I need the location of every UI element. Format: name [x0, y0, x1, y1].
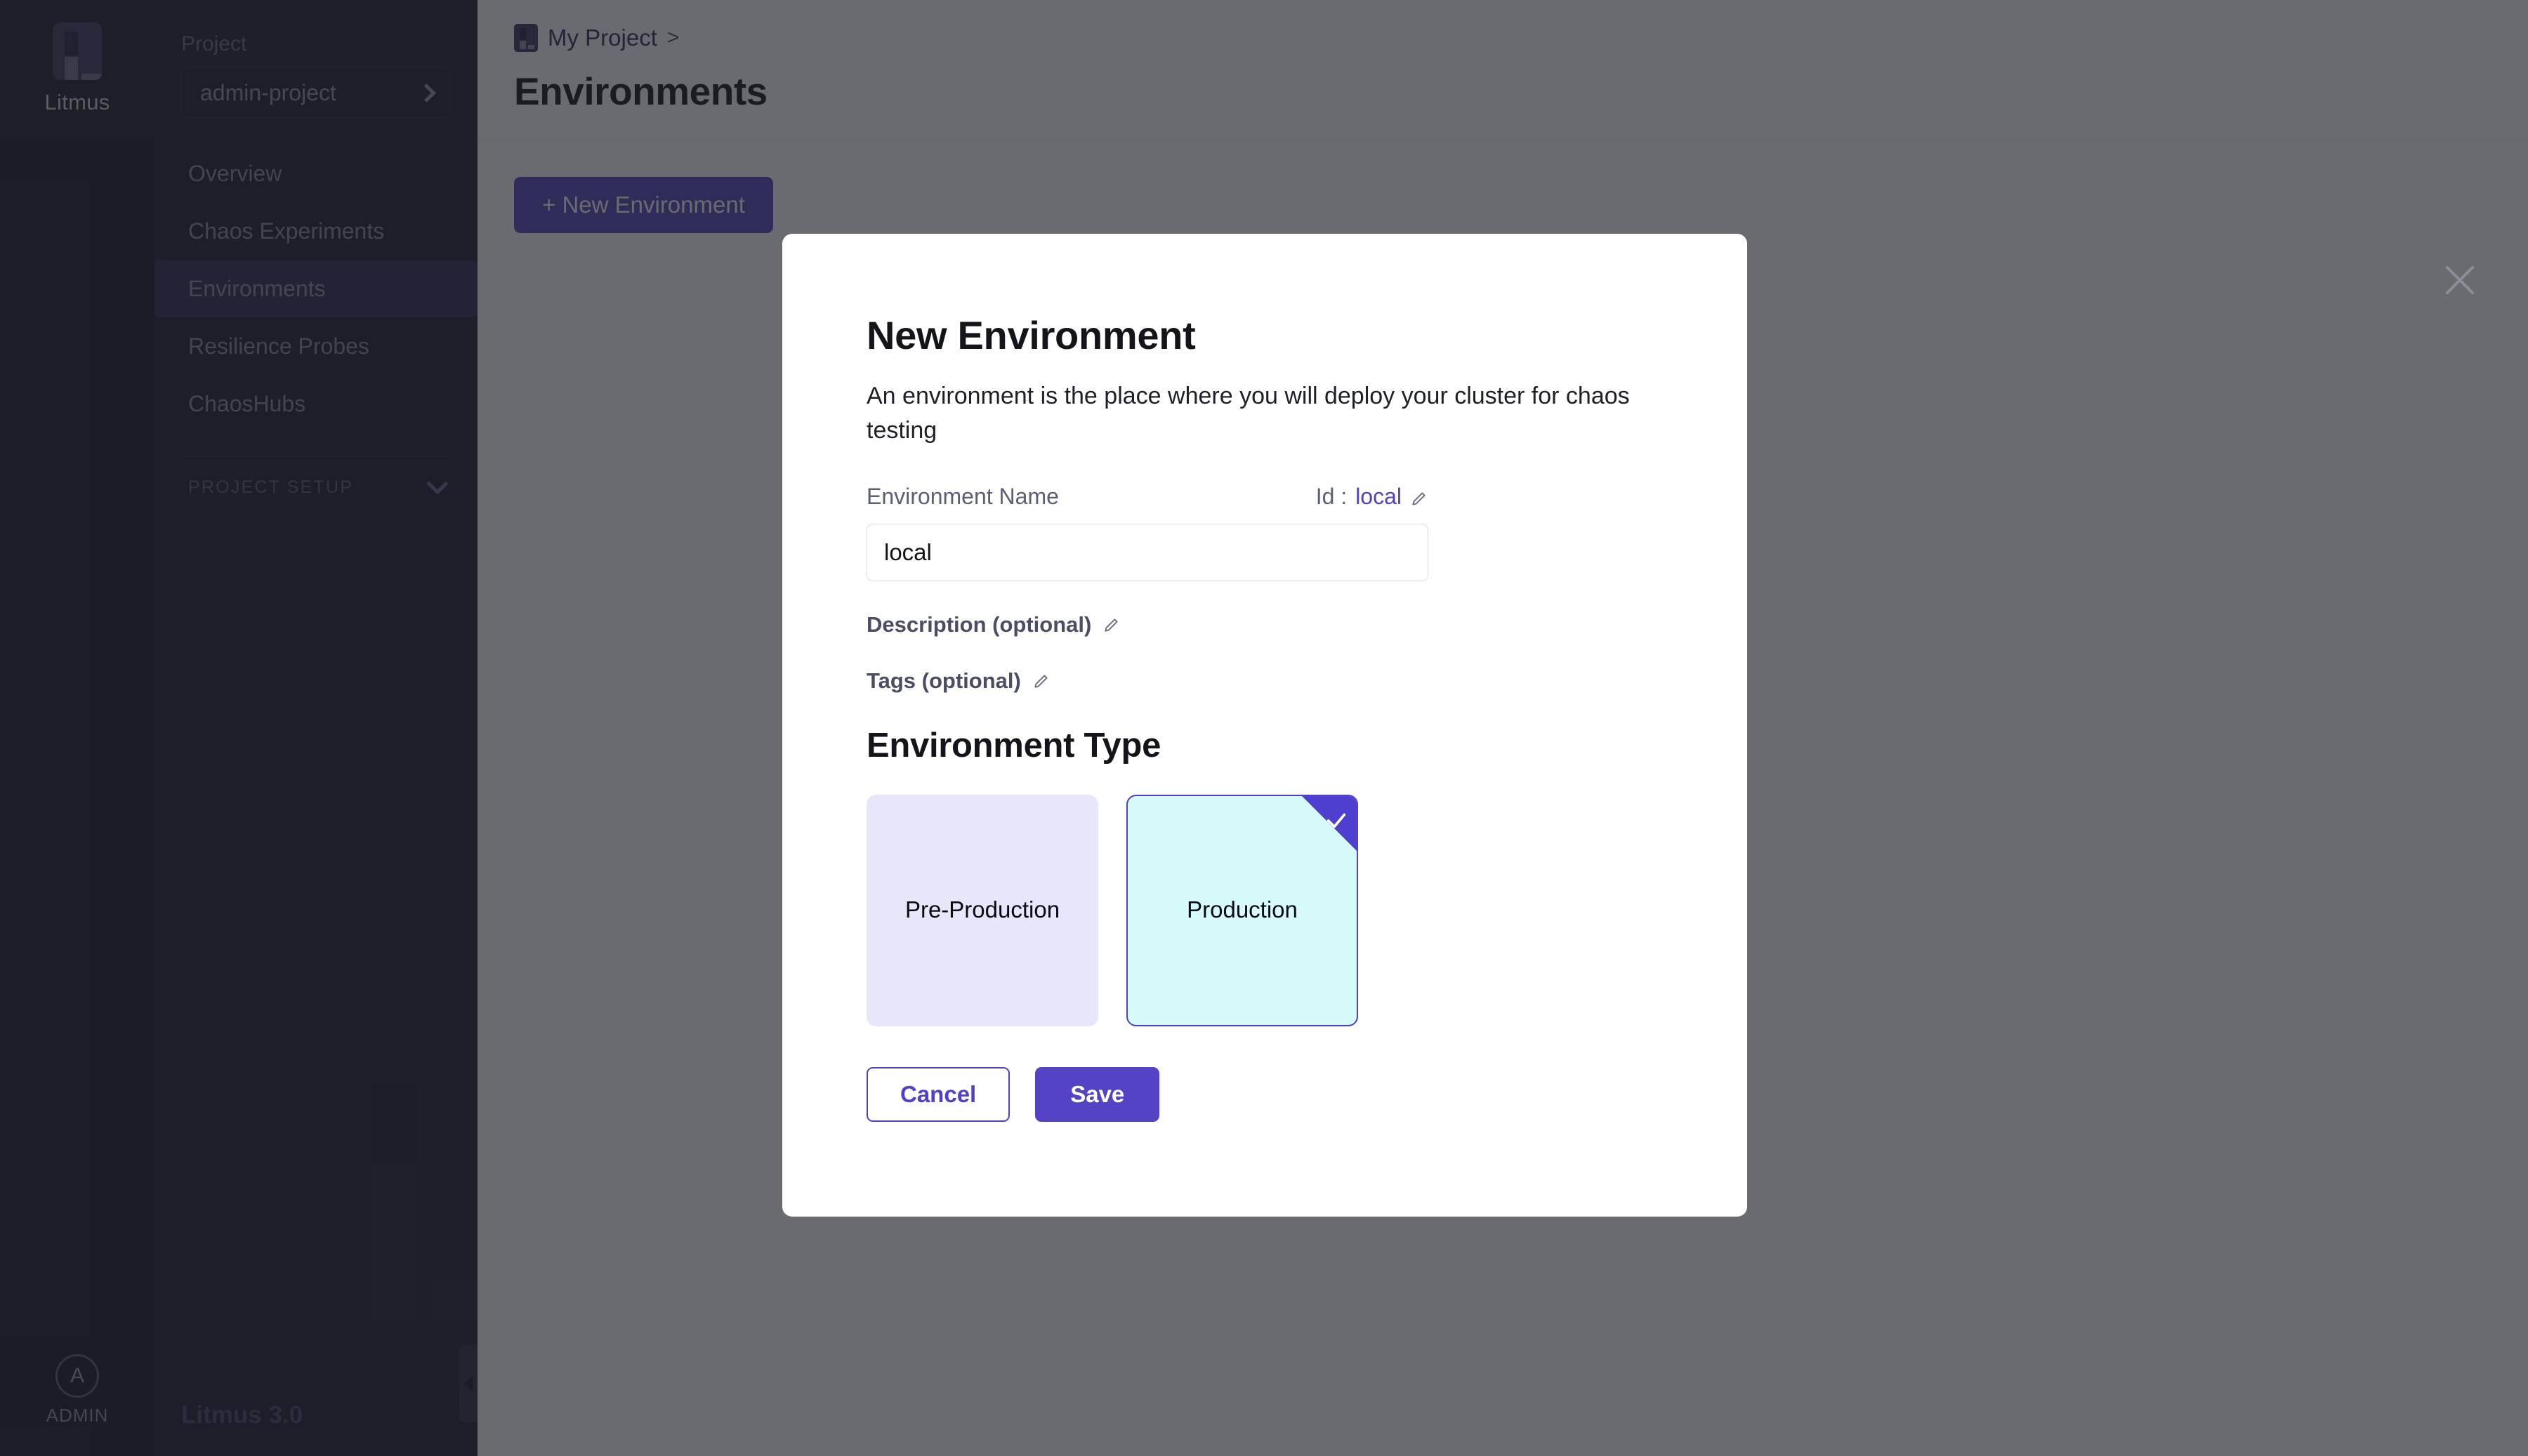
save-button[interactable]: Save — [1035, 1066, 1160, 1122]
modal-description: An environment is the place where you wi… — [867, 383, 1630, 444]
modal-actions: Cancel Save — [867, 1066, 1663, 1122]
environment-id-prefix: Id : — [1315, 483, 1348, 509]
new-environment-modal: New Environment An environment is the pl… — [782, 234, 1747, 1217]
close-icon[interactable] — [2438, 258, 2482, 302]
environment-type-title: Environment Type — [867, 726, 1161, 765]
modal-title: New Environment — [867, 313, 1196, 357]
env-type-card-label: Pre-Production — [904, 896, 1060, 923]
description-field-row[interactable]: Description (optional) — [867, 612, 1663, 637]
selected-corner-badge — [1302, 795, 1357, 851]
environment-id-value: local — [1355, 483, 1402, 509]
env-type-card-production[interactable]: Production — [1126, 794, 1358, 1026]
env-type-card-pre-production[interactable]: Pre-Production — [867, 794, 1098, 1026]
env-type-card-label: Production — [1187, 896, 1298, 923]
tags-field-label: Tags (optional) — [867, 668, 1021, 693]
environment-name-input[interactable] — [867, 523, 1428, 581]
cancel-button[interactable]: Cancel — [867, 1066, 1010, 1122]
environment-id-display: Id : local — [1316, 484, 1428, 510]
pencil-icon[interactable] — [1410, 487, 1428, 505]
tags-field-row[interactable]: Tags (optional) — [867, 668, 1663, 694]
check-icon — [1324, 806, 1348, 830]
environment-name-row: Environment Name Id : local — [867, 484, 1428, 510]
environment-type-options: Pre-Production Production — [867, 794, 1663, 1026]
pencil-icon[interactable] — [1102, 616, 1121, 634]
description-field-label: Description (optional) — [867, 611, 1092, 637]
pencil-icon[interactable] — [1032, 672, 1051, 690]
environment-name-label: Environment Name — [867, 483, 1059, 509]
